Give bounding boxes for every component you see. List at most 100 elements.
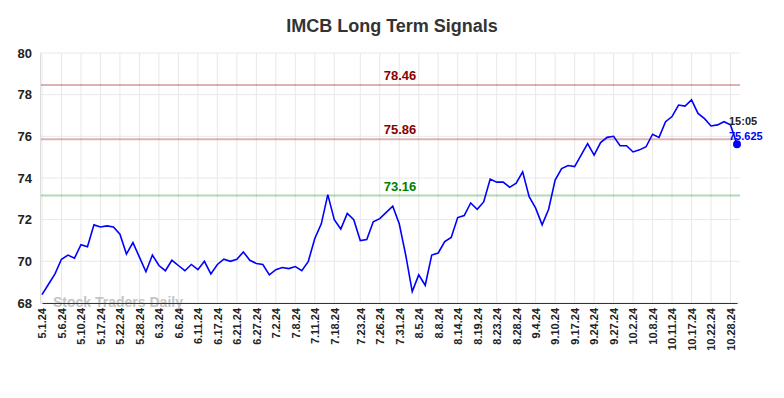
grid-line xyxy=(379,53,380,303)
x-tick-label: 9.24.24 xyxy=(588,307,600,345)
x-tick-label: 10.11.24 xyxy=(666,307,678,350)
x-tick: 5.22.24 xyxy=(114,303,126,345)
y-tick: 74 xyxy=(18,171,40,186)
y-tick: 78 xyxy=(18,87,40,102)
x-tick-label: 5.1.24 xyxy=(36,307,48,338)
x-tick-label: 9.17.24 xyxy=(569,307,581,345)
x-tick: 6.11.24 xyxy=(192,303,204,344)
x-tick: 10.17.24 xyxy=(686,303,698,351)
reference-line xyxy=(40,195,740,197)
y-tick-label: 78 xyxy=(18,87,32,102)
x-tick: 9.24.24 xyxy=(588,303,600,345)
x-tick: 10.28.24 xyxy=(725,303,737,351)
grid-line xyxy=(197,53,198,303)
grid-line xyxy=(457,53,458,303)
x-tick-label: 8.23.24 xyxy=(491,307,503,345)
x-tick: 9.4.24 xyxy=(530,303,542,339)
x-tick-label: 8.5.24 xyxy=(413,307,425,338)
grid-line xyxy=(438,53,439,303)
x-tick: 8.5.24 xyxy=(413,303,425,339)
x-tick: 10.8.24 xyxy=(647,303,659,345)
x-tick-label: 7.23.24 xyxy=(355,307,367,345)
grid-line xyxy=(119,53,120,303)
grid-line xyxy=(139,53,140,303)
x-tick: 8.19.24 xyxy=(472,303,484,345)
y-tick: 70 xyxy=(18,254,40,269)
grid-line xyxy=(334,53,335,303)
reference-line xyxy=(40,138,740,140)
y-tick-label: 68 xyxy=(18,296,32,311)
grid-line xyxy=(711,53,712,303)
x-tick-label: 7.8.24 xyxy=(290,307,302,338)
y-tick: 80 xyxy=(18,46,40,61)
x-tick-label: 7.31.24 xyxy=(394,307,406,345)
x-tick-label: 7.2.24 xyxy=(270,307,282,338)
x-tick-label: 10.8.24 xyxy=(647,307,659,345)
y-axis: 68707274767880 xyxy=(18,46,41,311)
y-tick-label: 72 xyxy=(18,212,32,227)
x-tick: 7.2.24 xyxy=(270,303,282,339)
x-axis-line xyxy=(43,303,738,304)
watermark: Stock Traders Daily xyxy=(53,294,183,310)
reference-label: 75.86 xyxy=(384,122,417,137)
grid-line xyxy=(516,53,517,303)
time-label: 15:05 xyxy=(729,115,757,127)
x-tick-label: 7.26.24 xyxy=(374,307,386,345)
y-tick-label: 80 xyxy=(18,46,32,61)
x-tick: 9.10.24 xyxy=(549,303,561,345)
x-tick: 5.1.24 xyxy=(36,303,48,339)
x-tick: 9.27.24 xyxy=(608,303,620,345)
price-line xyxy=(42,100,737,295)
grid-line xyxy=(418,53,419,303)
grid-line xyxy=(360,53,361,303)
x-tick-label: 6.11.24 xyxy=(192,307,204,344)
x-tick: 10.11.24 xyxy=(666,303,678,350)
grid-line xyxy=(594,53,595,303)
x-tick: 10.2.24 xyxy=(627,303,639,345)
x-tick-label: 8.19.24 xyxy=(472,307,484,345)
x-tick: 6.3.24 xyxy=(153,303,165,339)
x-tick: 8.23.24 xyxy=(491,303,503,345)
grid-line xyxy=(672,53,673,303)
grid-line xyxy=(496,53,497,303)
grid-line xyxy=(40,94,740,95)
x-tick: 9.17.24 xyxy=(569,303,581,345)
grid-line xyxy=(80,53,81,303)
grid-line xyxy=(61,53,62,303)
x-tick-label: 6.3.24 xyxy=(153,307,165,338)
grid-line xyxy=(691,53,692,303)
x-tick: 8.14.24 xyxy=(452,303,464,345)
grid-line xyxy=(100,53,101,303)
x-tick: 6.27.24 xyxy=(251,303,263,345)
x-tick-label: 7.18.24 xyxy=(329,307,341,345)
grid-line xyxy=(535,53,536,303)
grid-line xyxy=(275,53,276,303)
x-tick: 10.22.24 xyxy=(705,303,717,351)
grid-line xyxy=(314,53,315,303)
grid-line xyxy=(40,219,740,220)
x-tick: 5.6.24 xyxy=(56,303,68,339)
x-tick: 7.26.24 xyxy=(374,303,386,345)
x-tick-label: 5.17.24 xyxy=(95,307,107,345)
grid-line xyxy=(256,53,257,303)
x-tick: 7.23.24 xyxy=(355,303,367,345)
grid-line xyxy=(633,53,634,303)
grid-line xyxy=(40,261,740,262)
grid-line xyxy=(613,53,614,303)
grid-line xyxy=(295,53,296,303)
y-tick: 72 xyxy=(18,212,40,227)
grid-line xyxy=(574,53,575,303)
grid-line xyxy=(236,53,237,303)
grid-line xyxy=(40,53,740,54)
x-tick: 8.8.24 xyxy=(433,303,445,339)
x-tick-label: 8.14.24 xyxy=(452,307,464,345)
x-tick: 6.21.24 xyxy=(231,303,243,345)
plot xyxy=(42,100,737,295)
x-axis: 5.1.245.6.245.10.245.17.245.22.245.28.24… xyxy=(36,303,737,351)
x-tick-label: 6.27.24 xyxy=(251,307,263,345)
y-tick-label: 70 xyxy=(18,254,32,269)
x-tick-label: 10.2.24 xyxy=(627,307,639,345)
x-tick: 7.31.24 xyxy=(394,303,406,345)
grid-line xyxy=(42,53,43,303)
x-tick-label: 5.6.24 xyxy=(56,307,68,338)
